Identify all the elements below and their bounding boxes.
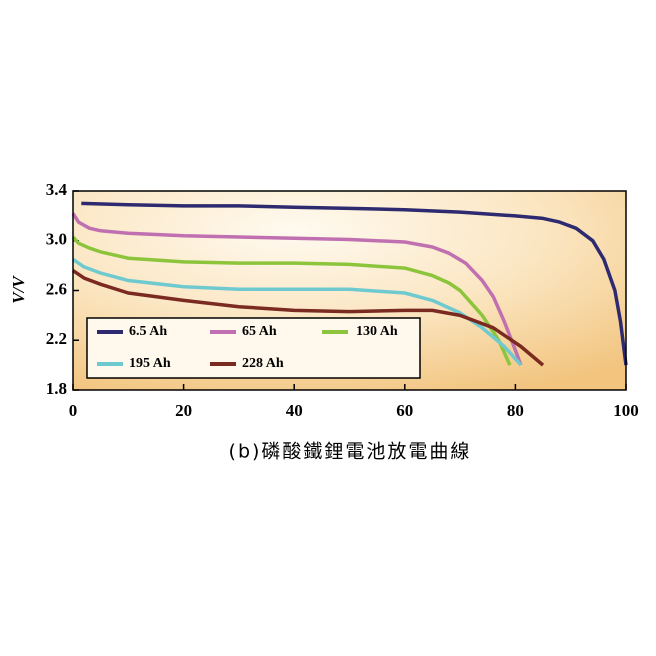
series-line: [72, 269, 545, 367]
series-line: [71, 235, 512, 366]
legend-label: 6.5 Ah: [129, 324, 167, 339]
y-tick-label: 1.8: [46, 379, 67, 398]
y-tick-label: 2.6: [46, 279, 67, 298]
legend-label: 130 Ah: [356, 324, 398, 339]
x-tick-label: 80: [507, 401, 524, 420]
y-tick-label: 3.4: [46, 180, 68, 199]
x-tick-label: 0: [69, 401, 78, 420]
x-tick-label: 60: [396, 401, 413, 420]
series-line: [81, 201, 628, 366]
plot-frame: [72, 190, 627, 391]
series-line: [71, 212, 523, 366]
legend-label: 228 Ah: [242, 356, 284, 371]
chart-title: (b)磷酸鐵鋰電池放電曲線: [229, 441, 472, 463]
y-tick-label: 3.0: [46, 230, 67, 249]
y-axis-label: V/V: [9, 275, 28, 304]
legend: [86, 317, 421, 379]
legend-label: 65 Ah: [242, 324, 277, 339]
legend-label: 195 Ah: [129, 356, 171, 371]
x-tick-label: 40: [286, 401, 303, 420]
x-tick-label: 100: [613, 401, 639, 420]
x-tick-label: 20: [175, 401, 192, 420]
y-tick-label: 2.2: [46, 329, 67, 348]
series-line: [72, 257, 523, 367]
